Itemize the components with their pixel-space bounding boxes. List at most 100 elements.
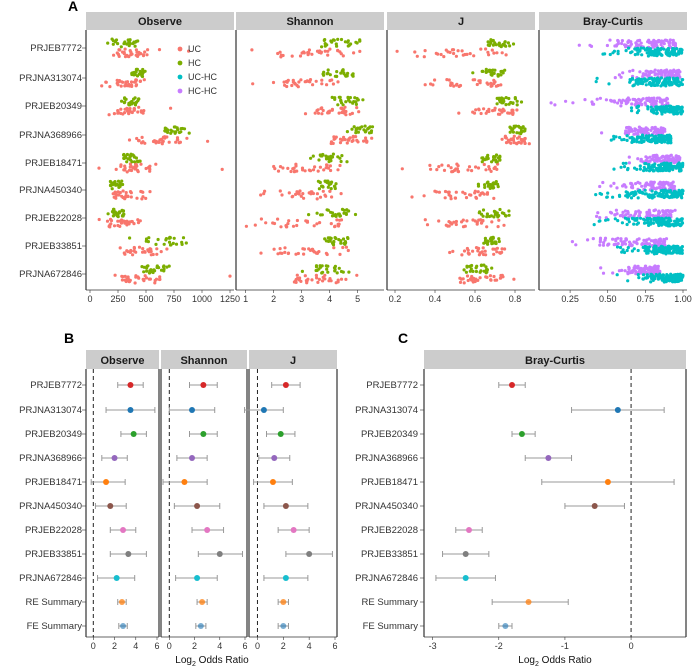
panel-a-point-uc — [467, 252, 471, 256]
panel-a-point-hc-hc — [649, 239, 654, 243]
panel-a-point-hc — [323, 38, 327, 42]
panel-a-point-uc — [125, 170, 129, 174]
panel-a-point-hc-hc — [629, 127, 634, 132]
panel-a-point-uc — [449, 81, 453, 85]
panel-a-point-hc — [138, 70, 143, 75]
panel-a-point-uc-hc — [615, 273, 619, 277]
panel-a-point-hc-hc — [631, 97, 635, 101]
legend-key-uc-hc — [177, 74, 183, 80]
panel-a-point-uc — [138, 51, 142, 55]
panel-a-point-uc — [131, 253, 135, 257]
panel-a-point-uc — [338, 163, 342, 168]
panel-a-point-uc-hc — [626, 279, 630, 283]
panel-a-point-uc — [338, 218, 342, 222]
panel-a-point-hc — [147, 236, 151, 240]
panel-a-facet-title-2: J — [458, 16, 464, 28]
panel-a-point-uc — [352, 51, 356, 55]
panel-a-point-uc-hc — [638, 167, 643, 171]
panel-a-point-uc-hc — [657, 163, 661, 167]
panel-a-point-uc-hc — [649, 221, 653, 225]
panel-a-point-uc — [498, 276, 502, 280]
panel-a-point-hc-hc — [620, 39, 625, 43]
panel-a-point-hc — [115, 182, 119, 186]
panel-a-point-uc — [318, 221, 322, 225]
panel-a-point-hc — [342, 241, 346, 245]
panel-a-point-hc-hc — [615, 43, 619, 47]
panel-a-point-uc — [487, 167, 492, 171]
panel-a-point-hc-hc — [633, 103, 637, 107]
panel-a-point-hc — [497, 42, 501, 46]
panel-a-point-uc-hc — [655, 140, 659, 145]
panel-a-point-uc — [282, 80, 286, 84]
panel-a-point-uc — [324, 194, 328, 198]
panel-b-estimate-point — [290, 527, 297, 533]
panel-b-xlabel: Log2 Odds Ratio — [175, 655, 249, 668]
panel-a-point-uc-hc — [615, 245, 620, 249]
panel-a-point-uc — [161, 135, 166, 139]
panel-a-point-uc — [299, 78, 303, 82]
panel-a-point-uc-hc — [674, 53, 678, 57]
panel-b-ytick-re-summary: RE Summary — [26, 597, 83, 608]
panel-a-point-hc — [121, 214, 125, 218]
panel-a-point-uc — [259, 217, 263, 221]
panel-a-point-uc — [511, 112, 515, 116]
panel-a-point-uc-hc — [665, 193, 669, 197]
panel-a-point-uc-hc — [665, 190, 669, 195]
panel-a-point-hc-hc — [657, 96, 661, 100]
panel-a-point-uc-hc — [642, 217, 646, 221]
panel-a-point-hc — [330, 95, 334, 99]
panel-a-point-uc-hc — [639, 216, 643, 220]
panel-a-point-hc — [470, 263, 474, 268]
panel-a-point-uc — [310, 52, 314, 56]
panel-a-point-hc-hc — [670, 209, 674, 213]
panel-a-point-uc — [493, 108, 497, 112]
panel-a-point-uc-hc — [681, 78, 685, 82]
panel-a-point-uc — [315, 276, 319, 280]
panel-a-point-uc — [465, 219, 469, 223]
panel-b-estimate-point — [280, 623, 287, 629]
panel-a-point-uc — [343, 105, 347, 109]
panel-a-xtick-label-1-4: 5 — [355, 294, 360, 304]
panel-a-point-hc — [116, 42, 120, 46]
panel-a-point-uc — [148, 190, 152, 194]
panel-a-ytick-prjna368966: PRJNA368966 — [19, 130, 82, 141]
panel-a-point-uc-hc — [636, 48, 640, 52]
panel-a-point-hc-hc — [652, 265, 656, 269]
legend-label-uc-hc: UC-HC — [188, 72, 217, 82]
panel-a-point-hc-hc — [656, 157, 660, 161]
panel-a-point-hc — [507, 209, 511, 213]
panel-a-point-uc — [489, 84, 493, 88]
panel-a-point-uc-hc — [622, 165, 627, 169]
panel-a-point-hc-hc — [615, 186, 619, 190]
panel-a-point-hc — [106, 41, 110, 45]
panel-a-point-uc — [466, 278, 470, 283]
panel-a-point-hc-hc — [570, 240, 575, 244]
panel-a-point-hc — [494, 153, 499, 157]
panel-a-point-uc — [467, 165, 472, 169]
panel-b-ytick-prjeb20349: PRJEB20349 — [25, 429, 82, 440]
panel-a-xtick-label-0-4: 1000 — [192, 294, 212, 304]
panel-a-point-uc — [129, 53, 133, 57]
panel-a-point-uc — [321, 108, 325, 113]
panel-a-point-uc-hc — [665, 220, 669, 224]
panel-a-point-uc — [158, 275, 162, 279]
panel-a-point-hc-hc — [619, 104, 623, 108]
panel-a-point-hc-hc — [663, 212, 667, 216]
panel-b-estimate-point — [181, 479, 188, 485]
panel-a-point-hc — [321, 152, 325, 157]
panel-a-point-hc-hc — [638, 211, 642, 215]
panel-a-point-uc-hc — [669, 219, 673, 223]
panel-a-point-uc-hc — [603, 52, 607, 56]
panel-a-point-hc-hc — [638, 102, 642, 106]
panel-a-point-uc-hc — [636, 248, 640, 253]
panel-a-point-uc-hc — [646, 48, 650, 52]
panel-a-point-uc-hc — [659, 192, 663, 196]
panel-a-point-uc-hc — [646, 105, 650, 109]
panel-a-point-uc — [484, 111, 488, 115]
panel-a-point-hc — [171, 241, 175, 245]
legend-label-hc: HC — [188, 58, 201, 68]
panel-a-point-uc — [153, 281, 157, 285]
panel-a-point-hc — [486, 180, 490, 184]
panel-a-point-uc — [148, 277, 152, 281]
panel-a-point-uc — [481, 246, 485, 250]
